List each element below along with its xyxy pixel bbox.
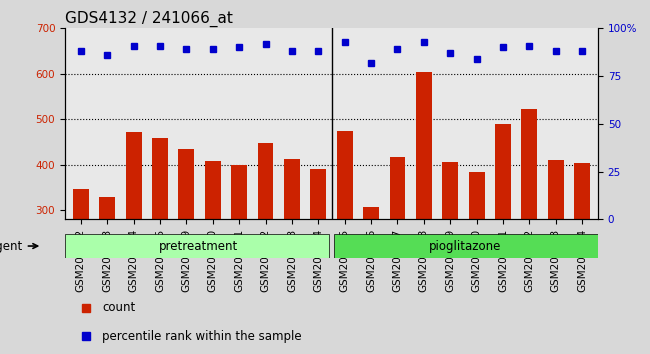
Bar — [389, 157, 406, 347]
Bar — [125, 132, 142, 347]
Text: pretreatment: pretreatment — [159, 240, 238, 252]
Bar — [205, 161, 221, 347]
Text: agent: agent — [0, 240, 38, 252]
Bar — [152, 138, 168, 347]
Bar — [99, 197, 115, 347]
FancyBboxPatch shape — [65, 234, 329, 258]
Bar — [548, 160, 564, 347]
Bar — [337, 131, 352, 347]
Bar — [231, 165, 247, 347]
Bar — [442, 162, 458, 347]
Bar — [363, 207, 379, 347]
Bar — [495, 124, 511, 347]
Text: count: count — [102, 302, 136, 314]
Bar — [179, 149, 194, 347]
Bar — [469, 172, 484, 347]
Bar — [574, 162, 590, 347]
Bar — [311, 170, 326, 347]
Bar — [257, 143, 274, 347]
Bar — [416, 73, 432, 347]
Text: percentile rank within the sample: percentile rank within the sample — [102, 330, 302, 343]
Text: pioglitazone: pioglitazone — [428, 240, 501, 252]
FancyBboxPatch shape — [334, 234, 601, 258]
Bar — [284, 159, 300, 347]
Text: GDS4132 / 241066_at: GDS4132 / 241066_at — [65, 11, 233, 27]
Bar — [73, 189, 89, 347]
Bar — [521, 109, 538, 347]
